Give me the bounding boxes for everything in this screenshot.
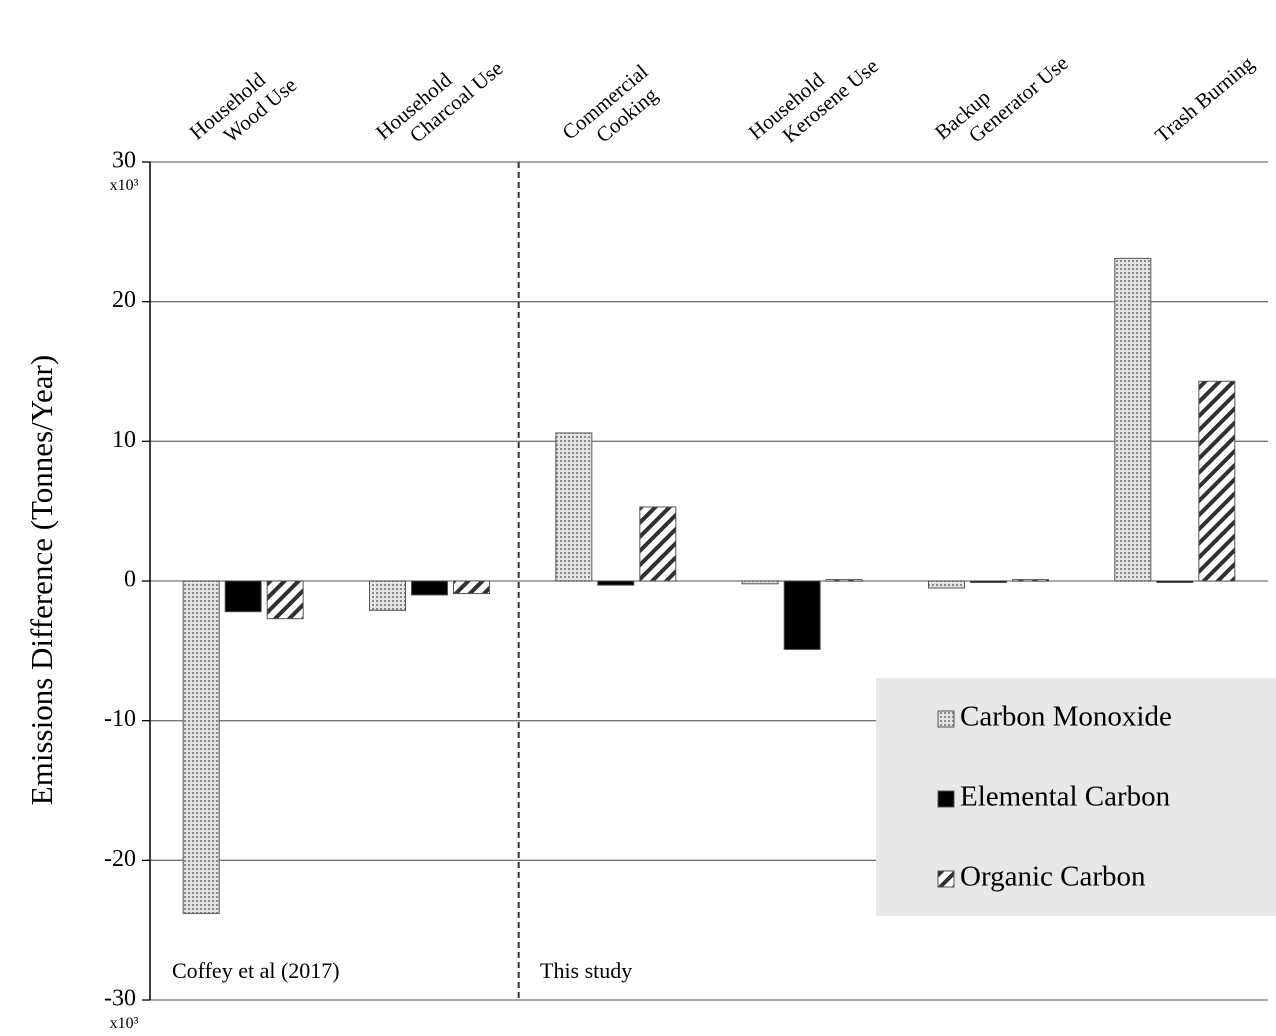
bar	[266, 580, 304, 620]
bar	[411, 580, 448, 596]
y-tick-label: -20	[104, 846, 136, 872]
legend-label: Organic Carbon	[960, 861, 1146, 893]
bar	[224, 580, 262, 613]
legend-label: Elemental Carbon	[960, 781, 1171, 813]
bar	[555, 432, 593, 582]
bar	[1114, 257, 1152, 582]
y-tick-label: 20	[112, 287, 136, 313]
x-tick-label: CommercialCooking	[557, 59, 667, 163]
x-tick-label: HouseholdWood Use	[185, 54, 301, 162]
bar	[970, 580, 1007, 583]
x-tick-label: Trash Burning	[1150, 51, 1259, 148]
y-tick-label: 0	[124, 567, 136, 593]
y-tick-label: 10	[112, 427, 136, 453]
y-tick-label: -10	[104, 706, 136, 732]
bar	[783, 580, 821, 650]
bar	[369, 580, 406, 611]
legend-swatch	[937, 710, 955, 728]
bar	[1198, 380, 1236, 582]
x-tick-label: HouseholdKerosene Use	[744, 35, 883, 163]
bar	[741, 580, 779, 585]
annotation: Coffey et al (2017)	[172, 958, 340, 983]
legend-swatch	[937, 790, 955, 808]
bar	[825, 579, 863, 582]
axis-multiplier: x10³	[110, 177, 139, 194]
y-axis-label: Emissions Difference (Tonnes/Year)	[24, 355, 59, 805]
y-tick-label: 30	[112, 148, 136, 174]
bar	[182, 580, 220, 914]
bar	[1156, 580, 1194, 583]
y-tick-label: -30	[104, 986, 136, 1012]
bar	[453, 580, 490, 595]
bar	[639, 506, 677, 582]
x-tick-label: HouseholdCharcoal Use	[371, 38, 507, 163]
legend-label: Carbon Monoxide	[960, 701, 1172, 733]
legend-swatch	[937, 870, 955, 888]
annotation: This study	[540, 958, 632, 983]
axis-multiplier: x10³	[110, 1015, 139, 1032]
bar	[928, 580, 965, 589]
bar	[597, 580, 635, 586]
bar	[1012, 579, 1049, 582]
x-tick-label: BackupGenerator Use	[930, 32, 1073, 163]
